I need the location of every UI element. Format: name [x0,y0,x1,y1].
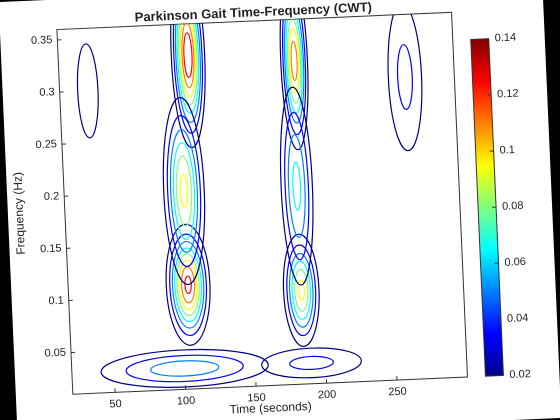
x-tick-label: 200 [318,389,337,402]
contour-line [172,142,196,240]
contour-line [284,111,310,261]
contour-line [288,252,314,328]
colorbar-tick-label: 0.02 [509,368,531,381]
contour-line [287,134,306,238]
contour-line [76,43,99,139]
contour-line [176,12,200,114]
contour-line [179,173,189,209]
contour-line [286,244,317,337]
contour-line [125,354,244,383]
contour-line [290,40,298,82]
contour-line [288,28,300,94]
contour-line [281,12,307,136]
contour-line [178,259,198,311]
y-tick-label: 0.1 [48,295,64,308]
contour-line [150,360,220,377]
contour-line [289,355,334,371]
contours [76,12,423,388]
x-tick-label: 100 [177,395,196,408]
contour-line [171,240,205,329]
contour-line [261,347,362,379]
y-tick-label: 0.25 [35,138,57,151]
contour-line [285,12,303,114]
colorbar-tick-label: 0.12 [497,88,519,101]
y-tick-label: 0.05 [44,347,66,360]
colorbar-tick-label: 0.08 [502,200,524,213]
contour-line [297,279,306,301]
contour-line [174,247,203,323]
contour-line [162,96,206,286]
contour-line [396,44,413,110]
contour-line [387,12,423,152]
y-tick-label: 0.15 [40,242,62,255]
x-tick-label: 50 [109,398,122,411]
contour-line [165,223,211,346]
contour-line [175,155,193,227]
contour-line [166,114,202,268]
contour-line [183,32,193,79]
colorbar-tick-label: 0.1 [499,144,515,157]
contour-line [176,253,200,317]
colorbar-tick-label: 0.14 [494,31,516,44]
x-tick-label: 150 [247,392,266,405]
y-tick-label: 0.35 [31,34,53,47]
contour-line [169,233,208,337]
contour-line [291,260,312,320]
y-tick-label: 0.2 [44,190,60,203]
contour-line [174,12,202,124]
plot-area [56,11,468,395]
contour-line [283,12,305,124]
y-tick-label: 0.3 [39,86,55,99]
contour-line [172,12,204,134]
contour-line [279,12,309,151]
contour-line [178,12,198,106]
contour-line [282,233,320,347]
y-axis-label: Frequency (Hz) [10,172,28,255]
contour-line [279,86,314,286]
colorbar-tick-label: 0.06 [504,256,526,269]
contour-line [294,268,309,312]
x-tick-label: 250 [388,386,407,399]
x-axis-label: Time (seconds) [229,399,312,417]
colorbar-tick-label: 0.04 [507,312,529,325]
contour-line [292,161,302,211]
contour-line [184,275,192,295]
contour-line [169,129,199,253]
